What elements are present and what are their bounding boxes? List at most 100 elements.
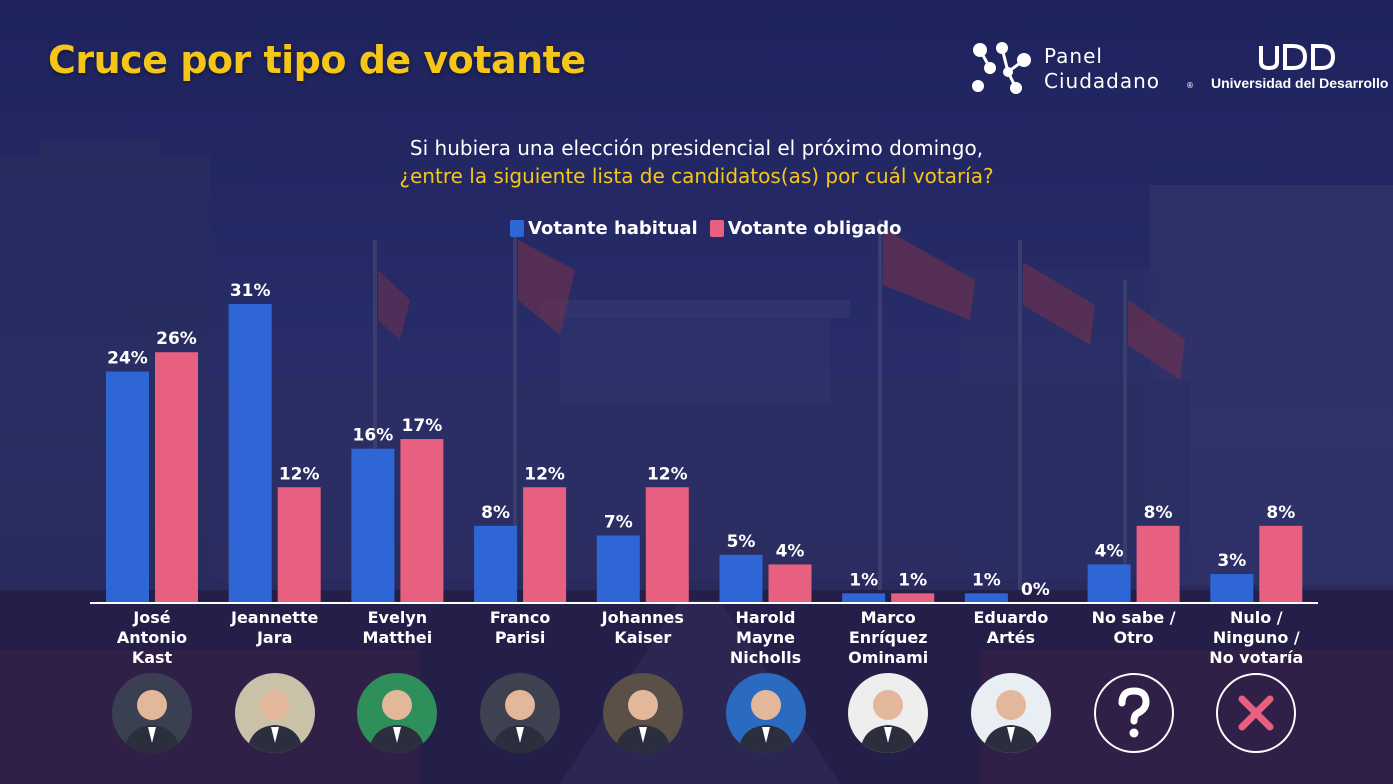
- bar-value-label: 5%: [727, 532, 756, 552]
- bar-value-label: 12%: [647, 464, 688, 484]
- bar-value-label: 8%: [1266, 503, 1295, 523]
- category-label-line: No votaría: [1209, 648, 1304, 667]
- category-label: Eduardo Artés: [956, 608, 1066, 648]
- category-label: Nulo / Ninguno / No votaría: [1201, 608, 1311, 668]
- candidate-photo: [234, 673, 315, 753]
- category-label-line: Eduardo: [973, 608, 1049, 627]
- bar-obligado: [768, 564, 812, 603]
- x-mark-glyph: [1238, 695, 1274, 731]
- category-label-line: Johannes: [601, 608, 684, 627]
- bar-value-label: 12%: [279, 464, 320, 484]
- bar-habitual: [474, 525, 518, 603]
- bar-habitual: [106, 371, 149, 603]
- bar-obligado: [1259, 525, 1303, 603]
- bar-value-label: 7%: [604, 512, 633, 532]
- udd-name-text: Universidad del Desarrollo: [1211, 75, 1389, 91]
- person-silhouette-icon: [492, 690, 549, 753]
- category-label-line: Harold: [735, 608, 796, 627]
- logo-registered-mark: ®: [1186, 81, 1194, 90]
- category-label-line: Ninguno /: [1212, 628, 1300, 647]
- bar-value-label: 12%: [524, 464, 565, 484]
- candidate-photo: [602, 673, 683, 753]
- bar-value-label: 26%: [156, 329, 197, 349]
- bar-value-label: 4%: [1095, 541, 1124, 561]
- legend-swatch-obligado: [709, 220, 724, 237]
- category-label-line: José: [133, 608, 171, 627]
- category-label: José Antonio Kast: [97, 608, 207, 668]
- bar-value-label: 3%: [1217, 551, 1246, 571]
- x-icon: [1216, 673, 1297, 753]
- category-label-line: Kast: [131, 648, 173, 667]
- bar-obligado: [277, 487, 321, 603]
- candidate-photo: [725, 673, 806, 753]
- page-title: Cruce por tipo de votante: [48, 38, 586, 82]
- category-label-line: No sabe /: [1091, 608, 1176, 627]
- panel-ciudadano-logo: Panel Ciudadano ®: [968, 38, 1198, 100]
- bar-value-label: 24%: [107, 349, 148, 369]
- legend-swatch-habitual: [510, 220, 524, 237]
- category-label: Jeannette Jara: [220, 608, 330, 648]
- bar-value-label: 4%: [776, 541, 805, 561]
- legend-item-habitual: Votante habitual: [510, 218, 698, 239]
- bar-habitual: [719, 554, 763, 603]
- candidate-photo: [480, 673, 561, 753]
- candidate-photo: [970, 673, 1051, 753]
- bar-obligado: [400, 439, 444, 603]
- person-silhouette-icon: [124, 690, 180, 753]
- category-label-line: Jeannette: [230, 608, 319, 627]
- bar-obligado: [891, 593, 935, 603]
- bar-value-label: 1%: [898, 570, 927, 590]
- category-label-line: Nicholls: [729, 648, 802, 667]
- legend-label-habitual: Votante habitual: [528, 218, 698, 239]
- category-label-line: Jara: [256, 628, 293, 647]
- legend-item-obligado: Votante obligado: [709, 218, 902, 239]
- category-label: Harold Mayne Nicholls: [711, 608, 821, 668]
- person-silhouette-icon: [614, 690, 671, 753]
- category-label-line: Otro: [1113, 628, 1154, 647]
- bar-habitual: [351, 448, 395, 603]
- bar-value-label: 31%: [230, 281, 271, 301]
- question-line-1: Si hubiera una elección presidencial el …: [409, 136, 984, 160]
- category-label: Marco Enríquez Ominami: [833, 608, 943, 668]
- bar-value-label: 8%: [481, 503, 510, 523]
- category-label-line: Franco: [489, 608, 551, 627]
- category-label-line: Matthei: [362, 628, 433, 647]
- category-label-line: Nulo /: [1229, 608, 1283, 627]
- question-icon: [1093, 673, 1174, 753]
- bar-value-label: 0%: [1021, 580, 1050, 600]
- category-label-line: Enríquez: [848, 628, 928, 647]
- person-silhouette-icon: [860, 690, 917, 753]
- category-label-line: Parisi: [494, 628, 546, 647]
- category-label-line: Antonio: [116, 628, 188, 647]
- chart-legend: Votante habitual Votante obligado: [510, 218, 902, 239]
- bar-obligado: [645, 487, 689, 603]
- logo-panel-word: Panel: [1044, 44, 1103, 68]
- bar-habitual: [964, 593, 1008, 603]
- bar-habitual: [842, 593, 886, 603]
- candidate-photo: [357, 673, 438, 753]
- person-silhouette-icon: [737, 690, 794, 753]
- bar-value-label: 1%: [849, 570, 878, 590]
- person-silhouette-icon: [246, 690, 303, 753]
- category-label-line: Kaiser: [614, 628, 672, 647]
- legend-label-obligado: Votante obligado: [727, 218, 902, 239]
- question-mark-glyph: [1118, 687, 1150, 738]
- person-silhouette-icon: [369, 690, 426, 753]
- bar-value-label: 8%: [1144, 503, 1173, 523]
- candidate-photo: [112, 673, 192, 753]
- panel-dots-icon: [972, 42, 1031, 94]
- bar-habitual: [228, 304, 272, 603]
- bar-habitual: [596, 535, 640, 603]
- category-label-line: Evelyn: [367, 608, 428, 627]
- bar-obligado: [155, 352, 198, 603]
- bar-obligado: [1136, 525, 1180, 603]
- udd-mark-icon: [1259, 44, 1336, 71]
- category-label-line: Ominami: [848, 648, 929, 667]
- bar-habitual: [1210, 574, 1254, 603]
- category-label: Franco Parisi: [465, 608, 575, 648]
- udd-logo: Universidad del Desarrollo: [1205, 44, 1389, 94]
- bar-value-label: 16%: [353, 426, 394, 446]
- question-line-2: ¿entre la siguiente lista de candidatos(…: [399, 164, 994, 188]
- logo-ciudadano-word: Ciudadano: [1044, 69, 1161, 93]
